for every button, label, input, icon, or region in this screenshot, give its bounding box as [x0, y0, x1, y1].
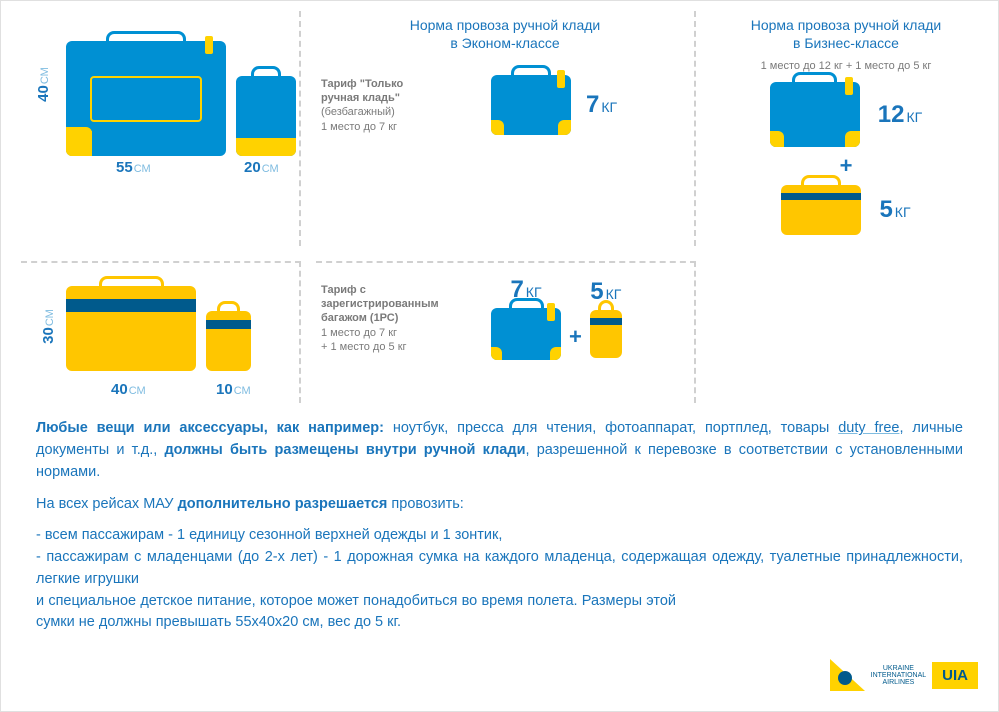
- dim-cell-small: 30СМ 40СМ 10СМ: [21, 261, 301, 403]
- paragraph-accessories: Любые вещи или аксессуары, как например:…: [36, 418, 963, 483]
- dim-width-40: 40СМ: [111, 381, 146, 398]
- bag-large-side-icon: [236, 76, 296, 156]
- economy-header: Норма провоза ручной клади в Эконом-клас…: [321, 16, 689, 52]
- top-grid: 40СМ 55СМ 20СМ Норма провоза ручной клад…: [1, 1, 998, 403]
- business-note: 1 место до 12 кг + 1 место до 5 кг: [761, 60, 932, 72]
- plus-econ: +: [569, 324, 582, 350]
- bag-small-side-icon: [206, 311, 251, 371]
- dim-height-30: 30СМ: [40, 310, 57, 345]
- dim-depth-20: 20СМ: [244, 159, 279, 176]
- rules-text: Любые вещи или аксессуары, как например:…: [1, 403, 998, 649]
- list-item-3: и специальное детское питание, которое м…: [36, 591, 676, 635]
- dim-width-55: 55СМ: [116, 159, 151, 176]
- infographic-page: 40СМ 55СМ 20СМ Норма провоза ручной клад…: [0, 0, 999, 712]
- business-cell: Норма провоза ручной клади в Бизнес-клас…: [711, 11, 981, 246]
- dim-depth-10: 10СМ: [216, 381, 251, 398]
- bag-biz-12kg-icon: [770, 82, 860, 147]
- uia-logo: UKRAINE INTERNATIONAL AIRLINES UIA: [830, 659, 978, 691]
- weight-7kg: 7КГ: [586, 91, 617, 119]
- economy-cell-2: Тариф с зарегистрированным багажом (1РС)…: [316, 261, 696, 403]
- business-cell-continued: [711, 261, 981, 403]
- bag-biz-5kg-icon: [781, 185, 861, 235]
- weight-12kg: 12КГ: [878, 101, 922, 129]
- bag-small-front-icon: [66, 286, 196, 371]
- weight-5kg-biz: 5КГ: [879, 196, 910, 224]
- economy-cell-1: Норма провоза ручной клади в Эконом-клас…: [316, 11, 696, 246]
- paragraph-additional-intro: На всех рейсах МАУ дополнительно разреша…: [36, 494, 963, 516]
- dim-height-40: 40СМ: [35, 67, 52, 102]
- bag-large-front-icon: [66, 41, 226, 156]
- business-header: Норма провоза ручной клади в Бизнес-клас…: [716, 16, 976, 52]
- logo-text: UKRAINE INTERNATIONAL AIRLINES: [871, 665, 927, 686]
- dim-cell-large: 40СМ 55СМ 20СМ: [21, 11, 301, 246]
- tariff-hand-only: Тариф "Только ручная кладь" (безбагажный…: [321, 77, 476, 134]
- bag-econ2-5kg-icon: [590, 310, 622, 358]
- uia-badge: UIA: [932, 662, 978, 689]
- list-item-2: - пассажирам с младенцами (до 2-х лет) -…: [36, 547, 963, 591]
- duty-free-link: duty free: [838, 420, 899, 436]
- tariff-registered: Тариф с зарегистрированным багажом (1РС)…: [321, 283, 476, 354]
- bag-econ2-7kg-icon: [491, 308, 561, 360]
- list-item-1: - всем пассажирам - 1 единицу сезонной в…: [36, 525, 963, 547]
- plus-biz: +: [840, 153, 853, 179]
- bag-econ-7kg-icon: [491, 75, 571, 135]
